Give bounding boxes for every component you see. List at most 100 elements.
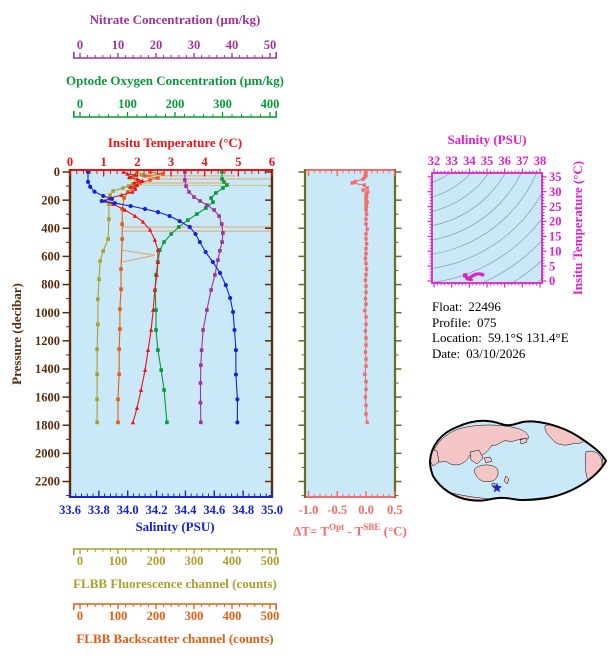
svg-text:200: 200 (147, 554, 166, 568)
svg-text:200: 200 (147, 609, 166, 623)
svg-text:0: 0 (77, 38, 83, 52)
svg-text:1: 1 (101, 155, 107, 169)
svg-text:100: 100 (109, 609, 128, 623)
backscatter-axis-title: FLBB Backscatter channel (counts) (76, 631, 274, 646)
svg-text:34: 34 (463, 154, 476, 168)
nitrate-axis-title: Nitrate Concentration (µm/kg) (89, 12, 261, 27)
svg-text:35: 35 (481, 154, 494, 168)
svg-text:35: 35 (549, 170, 562, 184)
svg-text:-1.0: -1.0 (299, 503, 319, 517)
svg-text:3: 3 (168, 155, 174, 169)
oxygen-axis-title: Optode Oxygen Concentration (µm/kg) (65, 73, 284, 88)
profile-number-label: Profile: (432, 314, 471, 330)
svg-text:1600: 1600 (35, 390, 60, 404)
svg-text:20: 20 (549, 215, 562, 229)
location-value: 59.1°S 131.4°E (487, 330, 569, 345)
svg-text:300: 300 (213, 97, 232, 111)
date-label: Date: (432, 345, 461, 361)
svg-text:35.0: 35.0 (261, 503, 283, 517)
svg-text:0.5: 0.5 (387, 503, 403, 517)
svg-text:33.6: 33.6 (59, 503, 81, 517)
svg-text:15: 15 (549, 230, 562, 244)
svg-text:34.2: 34.2 (146, 503, 168, 517)
dt-title-pre: ΔT= T (293, 523, 330, 539)
profile-number-line: Profile: 075 (432, 315, 569, 331)
svg-text:34.6: 34.6 (203, 503, 225, 517)
series-oxygen (153, 170, 229, 425)
svg-text:400: 400 (223, 609, 242, 623)
svg-text:300: 300 (185, 554, 204, 568)
svg-text:2200: 2200 (35, 475, 60, 489)
svg-text:600: 600 (41, 250, 60, 264)
svg-text:20: 20 (150, 38, 163, 52)
svg-text:10: 10 (549, 244, 562, 258)
nitrate-ruler: 0 10 20 30 40 50 (73, 38, 278, 59)
ts-isopycnal-contours (432, 173, 542, 283)
svg-text:30: 30 (188, 38, 201, 52)
oxygen-ruler: 0 100 200 300 400 (73, 97, 280, 118)
svg-text:1400: 1400 (35, 362, 60, 376)
date-value: 03/10/2026 (466, 345, 526, 361)
main-profile-plot: 0 1 2 3 4 5 6 33.6 33.8 34.0 34.2 34.4 34.6 34.8 35.0 0… (35, 155, 283, 517)
main-series (85, 170, 272, 425)
temperature-axis-title: Insitu Temperature (°C) (107, 135, 243, 150)
svg-text:36: 36 (498, 154, 511, 168)
pressure-axis-title: Pressure (decibar) (9, 283, 24, 385)
svg-text:38: 38 (534, 154, 547, 168)
svg-text:33: 33 (445, 154, 458, 168)
svg-text:10: 10 (112, 38, 125, 52)
svg-text:34.4: 34.4 (174, 503, 197, 517)
dt-title-sup-opt: Opt (329, 522, 345, 532)
series-nitrate (183, 170, 225, 425)
svg-text:0.0: 0.0 (358, 503, 374, 517)
dt-title-sup-sbe: SBE (363, 522, 381, 532)
svg-text:33.8: 33.8 (88, 503, 110, 517)
dt-title-mid: - T (344, 523, 364, 539)
svg-text:0: 0 (67, 155, 73, 169)
svg-text:-0.5: -0.5 (327, 503, 347, 517)
svg-text:34.0: 34.0 (117, 503, 139, 517)
svg-text:100: 100 (118, 97, 137, 111)
svg-text:40: 40 (226, 38, 239, 52)
ts-temperature-axis-title: Insitu Temperature (°C) (570, 160, 585, 296)
svg-text:400: 400 (41, 221, 60, 235)
svg-text:50: 50 (264, 38, 277, 52)
svg-text:6: 6 (269, 155, 275, 169)
series-temperature (102, 170, 161, 425)
svg-text:200: 200 (166, 97, 185, 111)
svg-text:34.8: 34.8 (232, 503, 254, 517)
svg-text:400: 400 (261, 97, 280, 111)
svg-text:5: 5 (549, 259, 555, 273)
svg-text:0: 0 (77, 609, 83, 623)
svg-text:500: 500 (261, 609, 280, 623)
svg-text:5: 5 (235, 155, 241, 169)
float-position-star (491, 482, 503, 493)
fluorescence-ruler: 0 100 200 300 400 500 (73, 548, 280, 568)
backscatter-ruler: 0 100 200 300 400 500 (73, 603, 280, 623)
float-id-label: Float: (432, 299, 463, 314)
svg-text:0: 0 (77, 97, 83, 111)
world-map (428, 419, 608, 502)
fluorescence-axis-title: FLBB Fluorescence channel (counts) (73, 576, 277, 591)
svg-text:4: 4 (202, 155, 209, 169)
svg-text:300: 300 (185, 609, 204, 623)
location-line: Location: 59.1°S 131.4°E (432, 330, 569, 346)
svg-text:2000: 2000 (35, 447, 60, 461)
svg-text:0: 0 (54, 165, 60, 179)
svg-text:1000: 1000 (35, 306, 60, 320)
svg-text:100: 100 (109, 554, 128, 568)
ts-salinity-axis-title: Salinity (PSU) (447, 132, 527, 147)
float-id-line: Float: 22496 (432, 299, 569, 315)
float-id-value: 22496 (468, 299, 501, 314)
svg-text:37: 37 (516, 154, 529, 168)
svg-text:1200: 1200 (35, 334, 60, 348)
svg-text:400: 400 (223, 554, 242, 568)
svg-text:32: 32 (428, 154, 441, 168)
svg-text:1800: 1800 (35, 418, 60, 432)
svg-text:800: 800 (41, 278, 60, 292)
svg-text:25: 25 (549, 200, 562, 214)
svg-text:500: 500 (261, 554, 280, 568)
